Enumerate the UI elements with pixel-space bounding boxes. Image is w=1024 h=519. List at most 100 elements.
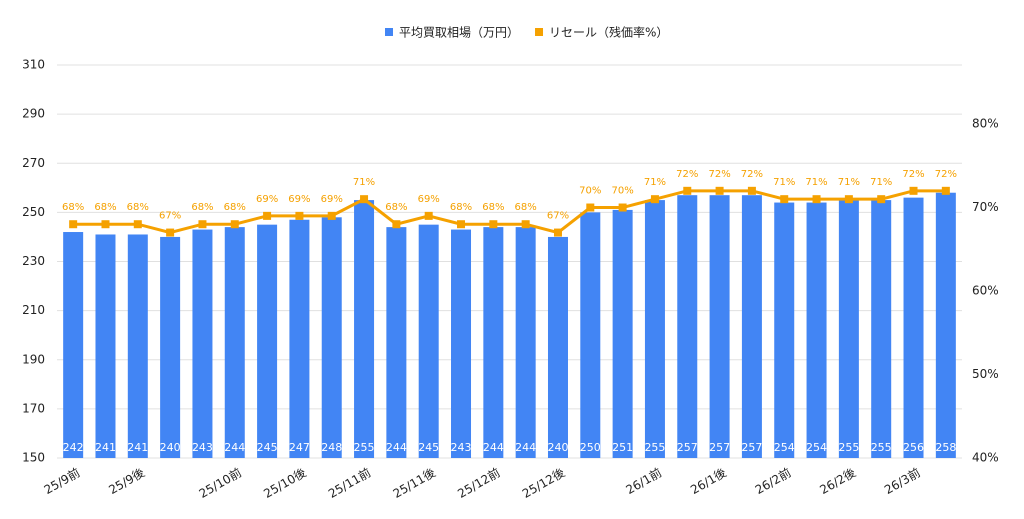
x-tick-label: 25/11後 (391, 466, 438, 501)
line-value-label: 72% (676, 169, 698, 180)
bar-value-label: 255 (644, 441, 665, 454)
line-marker (230, 220, 239, 229)
bar-value-label: 244 (515, 441, 536, 454)
legend-label: 平均買取相場（万円） (399, 26, 519, 40)
bar-value-label: 257 (709, 441, 730, 454)
line-marker (618, 203, 627, 212)
line-value-label: 72% (935, 169, 957, 180)
line-marker (553, 228, 562, 237)
y2-tick-label: 40% (972, 451, 999, 465)
line-value-label: 68% (450, 202, 472, 213)
bar (515, 227, 536, 458)
bar (95, 234, 116, 458)
line-value-label: 68% (515, 202, 537, 213)
bar (224, 227, 245, 458)
legend: 平均買取相場（万円） リセール（残価率%） (385, 25, 668, 40)
y-tick-label: 310 (22, 58, 45, 72)
bar-value-label: 254 (774, 441, 795, 454)
line-value-label: 71% (838, 177, 860, 188)
bar (483, 227, 504, 458)
line-value-label: 67% (547, 211, 569, 222)
line-marker (909, 186, 918, 195)
bar-value-label: 242 (63, 441, 84, 454)
line-value-label: 69% (418, 194, 440, 205)
line-marker (166, 228, 175, 237)
line-marker (586, 203, 595, 212)
x-tick-label: 25/12後 (520, 466, 567, 501)
x-tick-label: 26/3前 (882, 465, 923, 497)
bar (709, 195, 730, 458)
y2-tick-label: 70% (972, 200, 999, 214)
x-tick-label: 25/9前 (41, 465, 82, 497)
line-marker (844, 195, 853, 204)
line-marker (457, 220, 466, 229)
bar-value-label: 251 (612, 441, 633, 454)
bar (580, 212, 601, 458)
x-tick-label: 25/10前 (196, 465, 244, 501)
bar-value-label: 245 (418, 441, 439, 454)
bar-value-label: 240 (160, 441, 181, 454)
bar-value-label: 255 (838, 441, 859, 454)
line-value-label: 68% (224, 202, 246, 213)
y-tick-label: 270 (22, 156, 45, 170)
line-value-label: 68% (127, 202, 149, 213)
y2-tick-label: 60% (972, 284, 999, 298)
y-tick-label: 290 (22, 107, 45, 121)
bar (321, 217, 342, 458)
x-tick-label: 26/1前 (623, 465, 664, 497)
line-value-label: 68% (62, 202, 84, 213)
y-tick-label: 150 (22, 451, 45, 465)
bar (386, 227, 407, 458)
bar (547, 236, 568, 458)
bar (935, 192, 956, 458)
bar (127, 234, 148, 458)
line-value-label: 69% (321, 194, 343, 205)
y2-tick-label: 80% (972, 117, 999, 131)
bar (871, 200, 892, 458)
line-value-label: 71% (805, 177, 827, 188)
line-value-label: 67% (159, 211, 181, 222)
x-tick-label: 25/10後 (261, 466, 308, 501)
legend-label: リセール（残価率%） (549, 25, 668, 40)
y-tick-label: 170 (22, 401, 45, 415)
line-marker (941, 186, 950, 195)
line-marker (489, 220, 498, 229)
bar-value-label: 250 (580, 441, 601, 454)
line-value-label: 70% (612, 186, 634, 197)
legend-swatch (535, 28, 544, 36)
line-marker (683, 186, 692, 195)
x-tick-label: 25/11前 (325, 465, 373, 501)
x-tick-label: 26/2前 (752, 465, 793, 497)
line-marker (327, 211, 336, 220)
line-value-label: 70% (579, 186, 601, 197)
bar-value-label: 254 (806, 441, 827, 454)
bar-value-label: 241 (127, 441, 148, 454)
line-marker (360, 195, 369, 204)
bar (838, 200, 859, 458)
bar-value-label: 257 (741, 441, 762, 454)
x-tick-label: 25/12前 (455, 465, 503, 501)
bar (612, 209, 633, 458)
bar (903, 197, 924, 458)
line-value-label: 71% (773, 177, 795, 188)
line-value-label: 71% (870, 177, 892, 188)
line-marker (101, 220, 110, 229)
line-value-label: 68% (191, 202, 213, 213)
line-marker (295, 211, 304, 220)
y-tick-label: 250 (22, 205, 45, 219)
x-tick-label: 26/2後 (817, 466, 858, 498)
line-marker (392, 220, 401, 229)
line-value-label: 69% (256, 194, 278, 205)
line-marker (521, 220, 530, 229)
line-value-label: 71% (353, 177, 375, 188)
line-marker (424, 211, 433, 220)
bar (257, 224, 278, 458)
y-tick-label: 190 (22, 352, 45, 366)
line-marker (69, 220, 78, 229)
bar (63, 232, 84, 458)
line-value-label: 68% (94, 202, 116, 213)
line-marker (198, 220, 207, 229)
bar-value-label: 244 (386, 441, 407, 454)
line-marker (133, 220, 142, 229)
